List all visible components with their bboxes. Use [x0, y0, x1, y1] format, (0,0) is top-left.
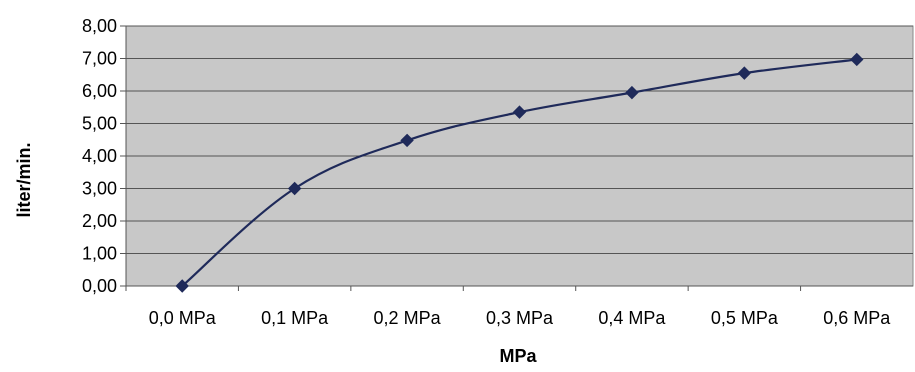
y-tick-label: 3,00: [82, 179, 117, 199]
y-tick-label: 4,00: [82, 146, 117, 166]
y-axis-ticks: 0,00 1,00 2,00 3,00 4,00 5,00 6,00 7,00 8,00: [82, 16, 126, 296]
data-point-marker: [175, 279, 189, 293]
y-tick-label: 1,00: [82, 244, 117, 264]
x-tick-label: 0,6 MPa: [823, 308, 891, 328]
x-tick-label: 0,4 MPa: [598, 308, 666, 328]
y-tick-label: 2,00: [82, 211, 117, 231]
y-tick-label: 5,00: [82, 114, 117, 134]
x-tick-label: 0,1 MPa: [261, 308, 329, 328]
x-axis-title: MPa: [499, 346, 537, 366]
y-tick-label: 8,00: [82, 16, 117, 36]
data-point-marker: [737, 66, 752, 80]
y-tick-label: 7,00: [82, 49, 117, 69]
series-layer: [175, 52, 864, 293]
x-axis-ticks: 0,0 MPa 0,1 MPa 0,2 MPa 0,3 MPa 0,4 MPa 0,5 M…: [125, 286, 891, 328]
y-axis-title: liter/min.: [14, 142, 34, 217]
x-tick-label: 0,0 MPa: [149, 308, 217, 328]
data-point-marker: [400, 133, 414, 148]
x-tick-label: 0,3 MPa: [486, 308, 554, 328]
data-point-marker: [287, 181, 302, 196]
data-point-marker: [850, 52, 864, 67]
data-point-marker: [512, 105, 527, 119]
y-tick-label: 6,00: [82, 81, 117, 101]
data-point-marker: [625, 85, 639, 100]
x-tick-label: 0,2 MPa: [374, 308, 442, 328]
y-tick-label: 0,00: [82, 276, 117, 296]
x-tick-label: 0,5 MPa: [711, 308, 779, 328]
